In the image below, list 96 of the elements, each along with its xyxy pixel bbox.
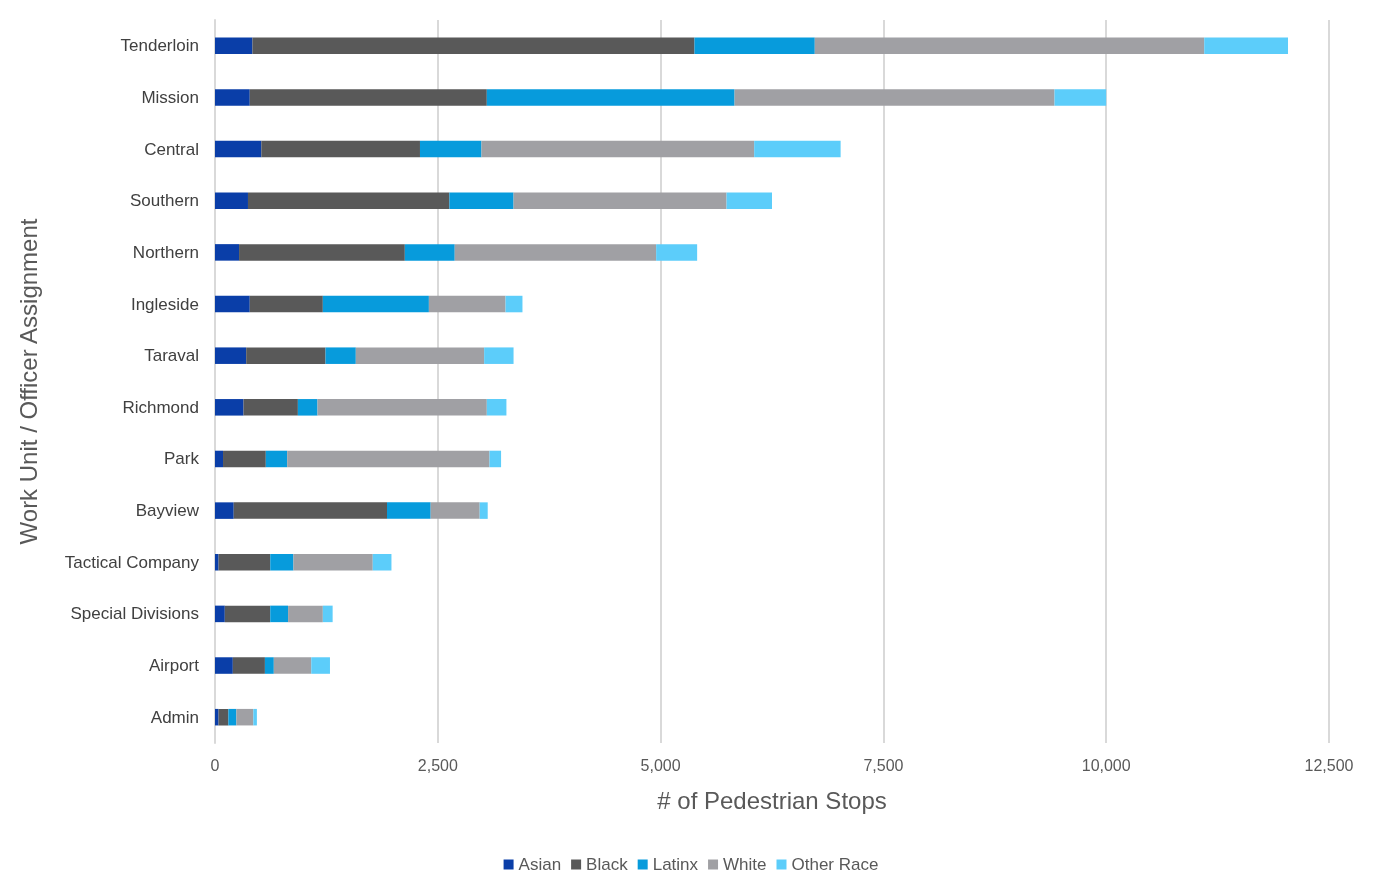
legend-label: Other Race	[791, 855, 879, 874]
bar	[293, 553, 373, 571]
legend-label: Latinx	[652, 855, 699, 874]
y-tick-label: Northern	[132, 242, 199, 262]
legend-label: Black	[586, 855, 629, 874]
y-tick-label: Tenderloin	[120, 36, 199, 56]
bar	[215, 450, 224, 468]
bar	[1054, 89, 1107, 106]
bar	[754, 140, 841, 158]
bar	[322, 295, 429, 313]
bar	[223, 450, 266, 468]
bar	[311, 657, 330, 674]
bar	[481, 140, 755, 158]
bar	[215, 605, 225, 623]
bar	[430, 502, 480, 519]
bar	[428, 295, 506, 313]
bar	[215, 244, 240, 261]
bar	[273, 657, 312, 674]
x-tick-label: 10,000	[1081, 756, 1131, 774]
y-tick-label: Southern	[130, 191, 199, 211]
bar	[215, 37, 253, 55]
bar	[224, 605, 271, 623]
bar	[253, 708, 257, 726]
bar	[215, 399, 244, 416]
y-tick-label: Central	[144, 139, 199, 159]
bar	[317, 399, 487, 416]
bar	[505, 295, 523, 313]
bar	[232, 657, 265, 674]
bar	[233, 502, 387, 519]
bar	[1204, 37, 1288, 55]
bar	[246, 347, 326, 364]
bar	[215, 192, 248, 210]
x-tick-label: 5,000	[640, 756, 681, 774]
bar	[215, 502, 234, 519]
bar	[215, 347, 247, 364]
bar	[215, 553, 219, 571]
bar	[404, 244, 455, 261]
y-tick-label: Mission	[141, 87, 199, 107]
x-tick-label: 7,500	[863, 756, 904, 774]
bar	[261, 140, 420, 158]
bar	[486, 399, 507, 416]
x-tick-label: 2,500	[417, 756, 458, 774]
bar	[270, 605, 289, 623]
bar	[265, 450, 288, 468]
bar	[287, 450, 490, 468]
bar	[218, 553, 271, 571]
bar	[247, 192, 450, 210]
bar	[215, 708, 219, 726]
bar	[734, 89, 1055, 106]
bar	[270, 553, 294, 571]
bar	[486, 89, 735, 106]
bar	[489, 450, 502, 468]
bar	[215, 140, 262, 158]
bar	[215, 89, 250, 106]
bar	[479, 502, 488, 519]
bar	[252, 37, 695, 55]
bar	[484, 347, 514, 364]
legend-label: Asian	[518, 855, 562, 874]
bar	[726, 192, 772, 210]
x-tick-label: 0	[210, 756, 220, 774]
y-tick-label: Park	[164, 449, 200, 469]
legend-label: White	[723, 855, 767, 874]
bar	[215, 657, 233, 674]
bar	[249, 295, 323, 313]
y-tick-label: Admin	[150, 707, 199, 727]
x-axis-title: # of Pedestrian Stops	[657, 786, 887, 814]
bar	[513, 192, 727, 210]
y-tick-label: Ingleside	[130, 294, 199, 314]
bar	[297, 399, 318, 416]
y-tick-label: Richmond	[122, 397, 199, 417]
y-axis-title: Work Unit / Officer Assignment	[14, 218, 42, 545]
bar	[228, 708, 237, 726]
bar	[449, 192, 514, 210]
bar	[249, 89, 487, 106]
y-tick-label: Tactical Company	[64, 552, 200, 572]
y-tick-label: Special Divisions	[70, 604, 199, 624]
bar	[215, 295, 250, 313]
bar	[243, 399, 298, 416]
bar	[454, 244, 657, 261]
bar	[387, 502, 431, 519]
bar	[239, 244, 405, 261]
bar	[325, 347, 356, 364]
bar	[419, 140, 482, 158]
bar	[656, 244, 698, 261]
y-tick-label: Taraval	[144, 346, 199, 366]
bar	[236, 708, 254, 726]
bar	[355, 347, 485, 364]
bar	[372, 553, 392, 571]
y-tick-label: Bayview	[135, 501, 200, 521]
x-tick-label: 12,500	[1304, 756, 1354, 774]
bar	[694, 37, 815, 55]
bar	[288, 605, 323, 623]
bar	[814, 37, 1205, 55]
bar	[264, 657, 274, 674]
y-tick-label: Airport	[148, 656, 200, 676]
bar	[322, 605, 333, 623]
